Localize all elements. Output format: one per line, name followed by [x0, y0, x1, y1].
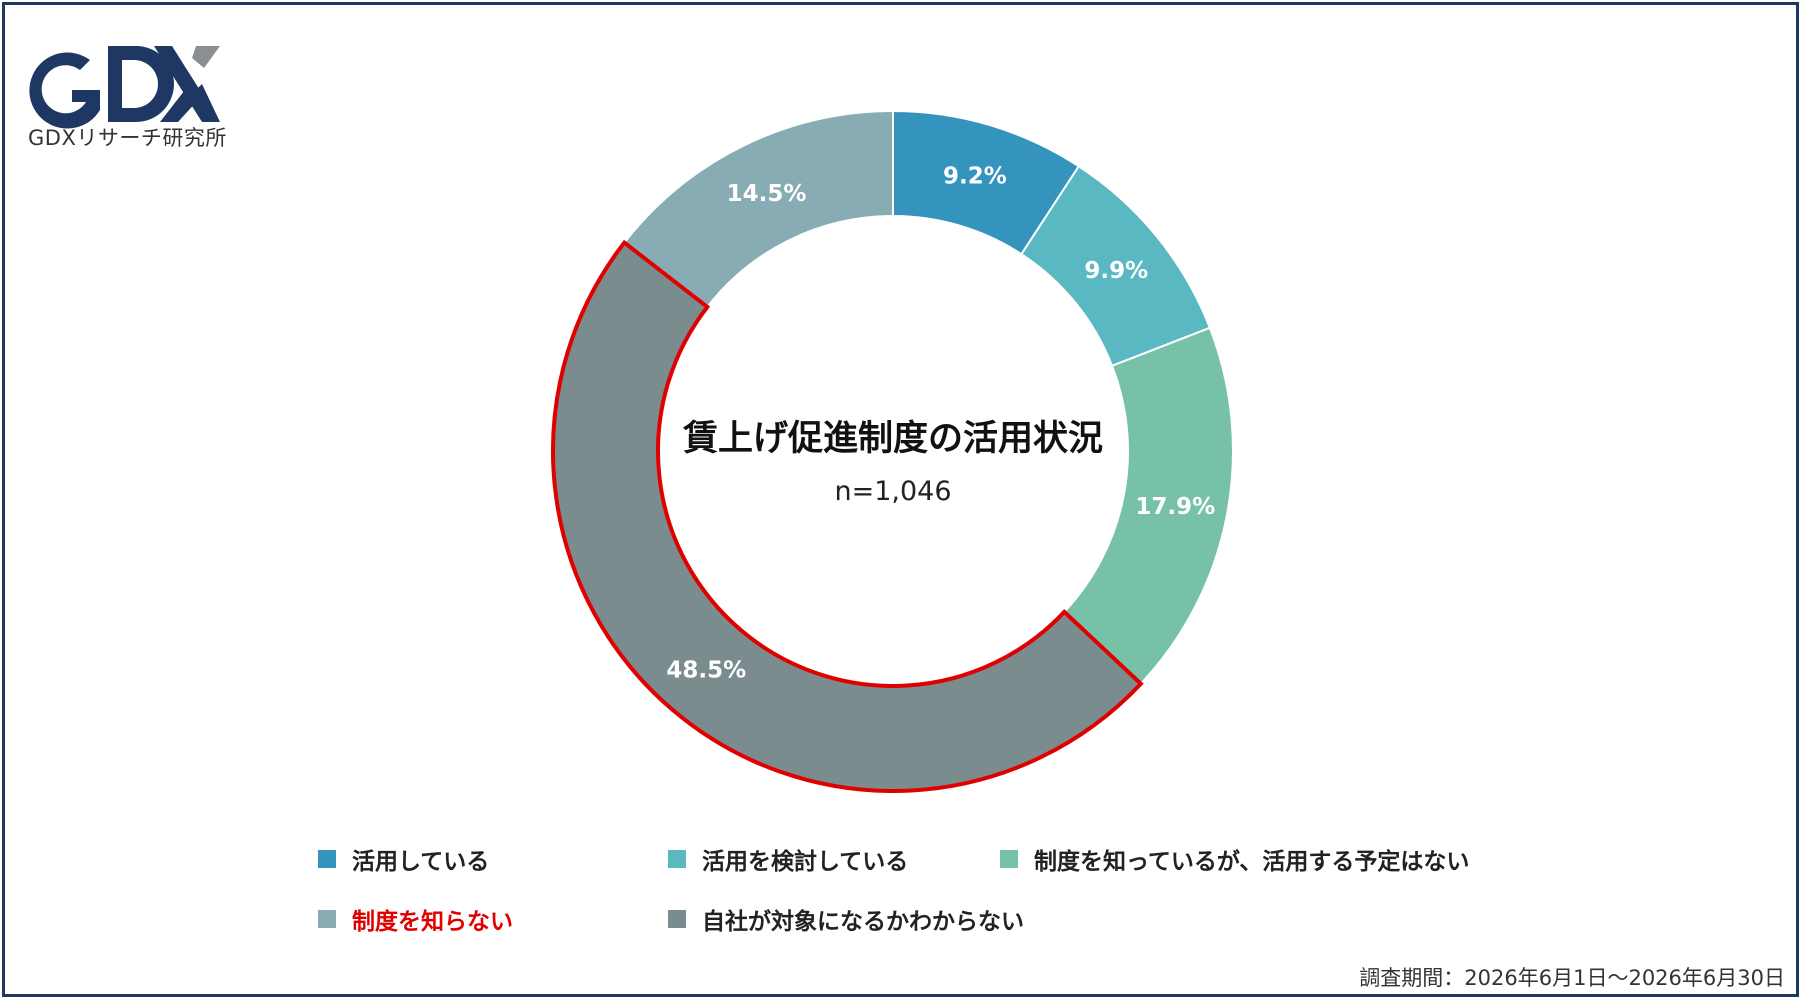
sample-size: n=1,046 [834, 476, 952, 507]
legend-item-4: 制度を知らない [318, 902, 513, 936]
legend-label: 活用している [352, 849, 490, 875]
legend-swatch [318, 850, 336, 868]
legend-swatch [1000, 850, 1018, 868]
logo-letter-x-navy [154, 46, 220, 122]
logo-subtitle: GDXリサーチ研究所 [28, 126, 227, 150]
legend-label: 制度を知らない [352, 909, 513, 935]
legend-label: 制度を知っているが、活用する予定はない [1034, 849, 1470, 875]
slice-label-3: 17.9% [1135, 494, 1215, 520]
legend-item-5: 自社が対象になるかわからない [668, 902, 1024, 936]
legend-swatch [668, 850, 686, 868]
donut-slices [551, 109, 1234, 793]
slice-label-4: 48.5% [666, 658, 746, 684]
donut-slice-4 [551, 239, 1144, 793]
legend-swatch [318, 910, 336, 928]
slice-label-2: 9.9% [1084, 258, 1148, 284]
donut-slice-5 [622, 109, 894, 309]
logo-letter-g [29, 52, 100, 129]
legend-item-3: 制度を知っているが、活用する予定はない [1000, 842, 1469, 876]
legend-swatch [668, 910, 686, 928]
slice-label-5: 14.5% [727, 181, 807, 207]
logo-accent-gray [192, 46, 220, 68]
survey-period: 調査期間：2026年6月1日～2026年6月30日 [1359, 966, 1785, 990]
gdx-logo [29, 46, 220, 129]
legend-item-1: 活用している [318, 842, 489, 876]
slice-label-1: 9.2% [943, 163, 1007, 189]
legend-label: 自社が対象になるかわからない [702, 909, 1024, 935]
legend-item-2: 活用を検討している [668, 842, 908, 876]
slice-labels: 9.2% 9.9% 17.9% 48.5% 14.5% [666, 163, 1215, 683]
logo-letter-x-low [160, 86, 198, 122]
chart-title: 賃上げ促進制度の活用状況 [682, 419, 1104, 459]
legend-label: 活用を検討している [702, 849, 909, 875]
logo-letter-d [108, 46, 174, 122]
